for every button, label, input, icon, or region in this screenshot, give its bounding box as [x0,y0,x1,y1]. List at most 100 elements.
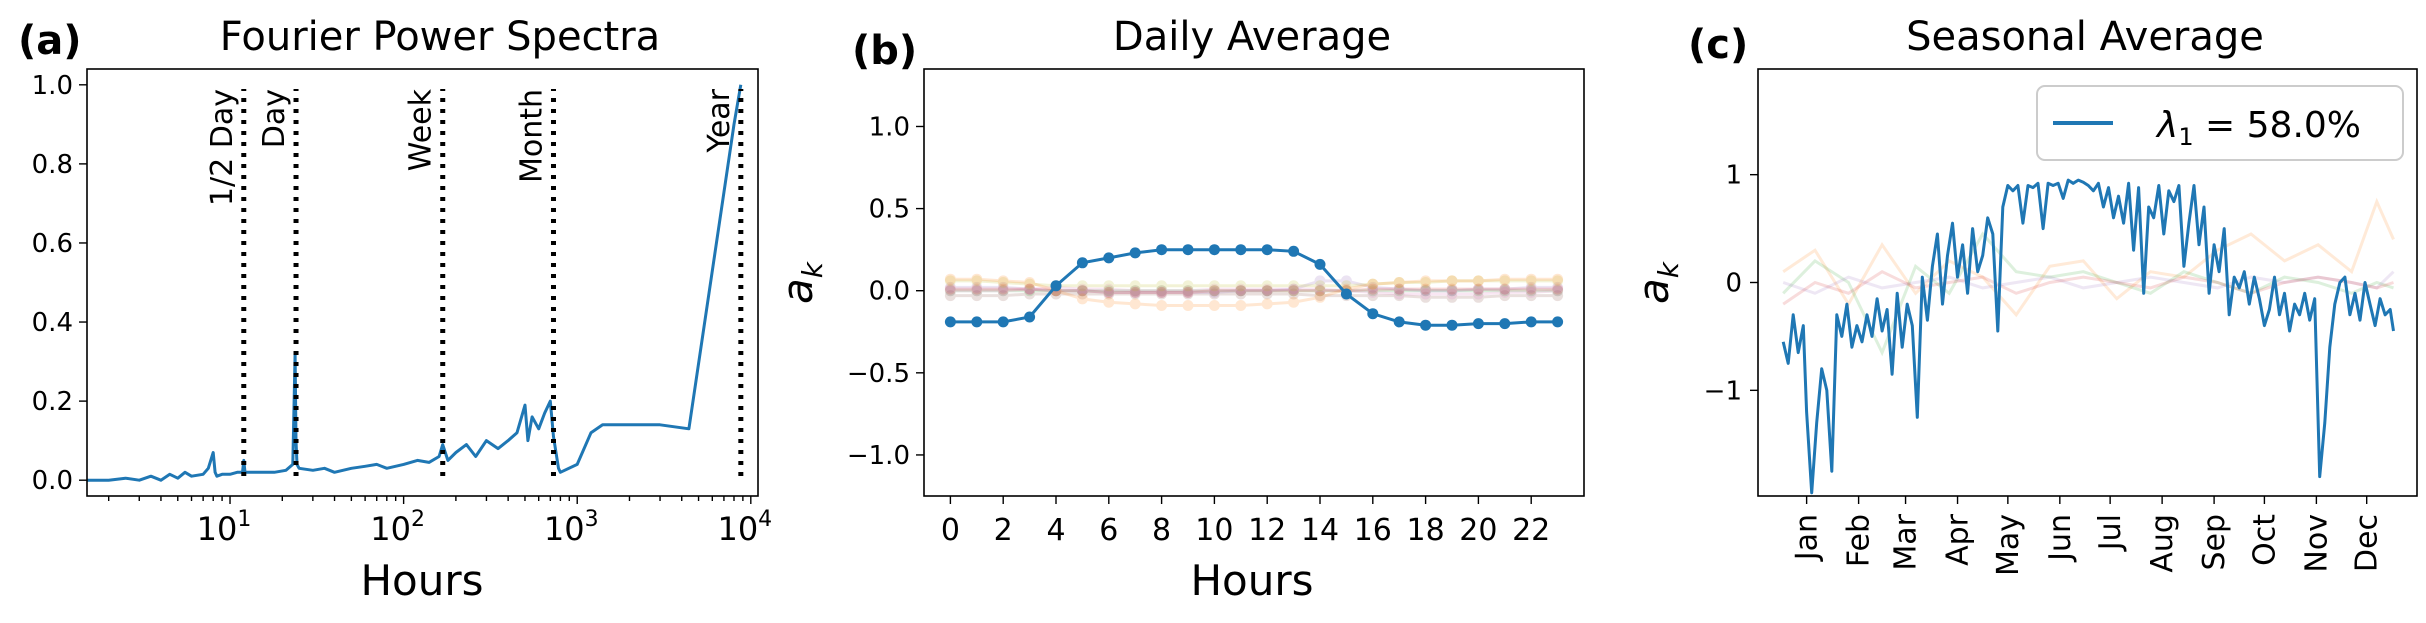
series-point [1393,290,1405,302]
series-point [1129,286,1141,298]
series-point [1446,285,1458,297]
x-tick-label: 16 [1354,513,1392,548]
series-point [1261,280,1273,292]
series-point [1420,288,1432,300]
x-tick-label: 6 [1099,513,1118,548]
period-marker-label: Week [404,88,439,171]
month-tick-label: May [1991,514,2026,576]
series-point [1446,283,1458,295]
month-tick-label: Apr [1941,513,1976,566]
series-point [1024,311,1036,323]
series-point [1288,285,1300,297]
faint-component-line [1782,197,2395,318]
x-tick-label: 2 [994,513,1013,548]
legend-text: = 58.0% [2194,105,2361,146]
series-point [971,290,983,302]
series-point [1156,286,1168,298]
panel-c-letter: (c) [1688,22,1748,68]
x-tick-exponent: 1 [237,507,251,532]
x-tick-label: 18 [1407,513,1445,548]
series-point [944,275,956,287]
panel-a-x-ticks: 101 102 103 104 [107,496,772,548]
series-point [1103,296,1115,308]
series-point [971,275,983,287]
month-tick-label: Oct [2247,514,2282,566]
series-point [1472,283,1484,295]
series-point [1393,277,1405,288]
series-point [1446,285,1458,297]
legend-subscript: 1 [2178,123,2193,151]
series-point [1024,283,1036,295]
panel-b-y-ticks: 1.0 0.5 0.0 −0.5 −1.0 [847,112,924,471]
series-point [971,285,983,297]
series-point [1208,280,1220,292]
y-tick-label: 0.4 [32,308,73,338]
series-point [1367,278,1379,290]
series-point [1446,319,1458,331]
series-point [1446,291,1458,303]
month-tick-label: Aug [2145,514,2180,573]
panel-c-y-label-sub: k [1652,260,1685,278]
series-point [1076,288,1088,300]
series-point [1288,288,1300,300]
series-point [1156,285,1168,297]
series-point [1024,288,1036,300]
series-point [1235,300,1247,311]
period-marker-label: Day [257,89,292,148]
series-point [1288,283,1300,295]
x-tick-label: 4 [1046,513,1065,548]
series-point [1367,283,1379,295]
y-tick-label: 1 [1725,161,1742,191]
series-point [997,281,1009,293]
month-tick-label: Dec [2350,514,2385,572]
series-point [1288,280,1300,292]
series-point [1103,280,1115,292]
series-point [1552,281,1564,293]
series-point [1076,280,1088,292]
series-point [1156,280,1168,292]
series-point [1024,285,1036,297]
y-tick-label: −0.5 [847,359,910,389]
panel-c-x-ticks: Jan Feb Mar Apr May Jun Jul Aug Sep Oct Nov Dec [1790,496,2385,576]
series-point [997,290,1009,302]
faint-component-series [944,275,1564,298]
panel-b-y-label-base: a [773,278,822,304]
series-point [1208,244,1220,256]
series-point [1182,285,1194,297]
series-point [1393,283,1405,295]
x-tick-label: 22 [1512,513,1550,548]
series-point [1261,285,1273,297]
series-point [1129,286,1141,298]
series-point [1235,280,1247,292]
series-point [1525,286,1537,298]
x-tick-exponent: 4 [758,507,772,532]
panel-b-series [944,244,1564,331]
series-point [1472,275,1484,287]
series-point [1552,285,1564,297]
series-point [1288,285,1300,297]
y-tick-label: 1.0 [32,71,73,101]
series-point [1235,285,1247,297]
series-point [971,281,983,293]
y-tick-label: 0.8 [32,150,73,180]
series-point [1103,285,1115,297]
series-point [1182,244,1194,256]
month-tick-label: Sep [2197,514,2232,571]
panel-b-title: Daily Average [1113,14,1391,60]
series-point [1314,285,1326,297]
series-point [1024,283,1036,295]
x-tick-label: 0 [941,513,960,548]
series-point [1472,283,1484,295]
series-point [1314,275,1326,287]
series-point [1552,275,1564,287]
series-point [1393,316,1405,328]
series-point [944,281,956,293]
series-point [1552,285,1564,297]
y-tick-label: 0.0 [869,277,910,307]
series-point [944,273,956,285]
series-point [944,290,956,302]
series-point [1393,288,1405,300]
legend-frame [2036,85,2404,161]
y-tick-label: 0.2 [32,387,73,417]
